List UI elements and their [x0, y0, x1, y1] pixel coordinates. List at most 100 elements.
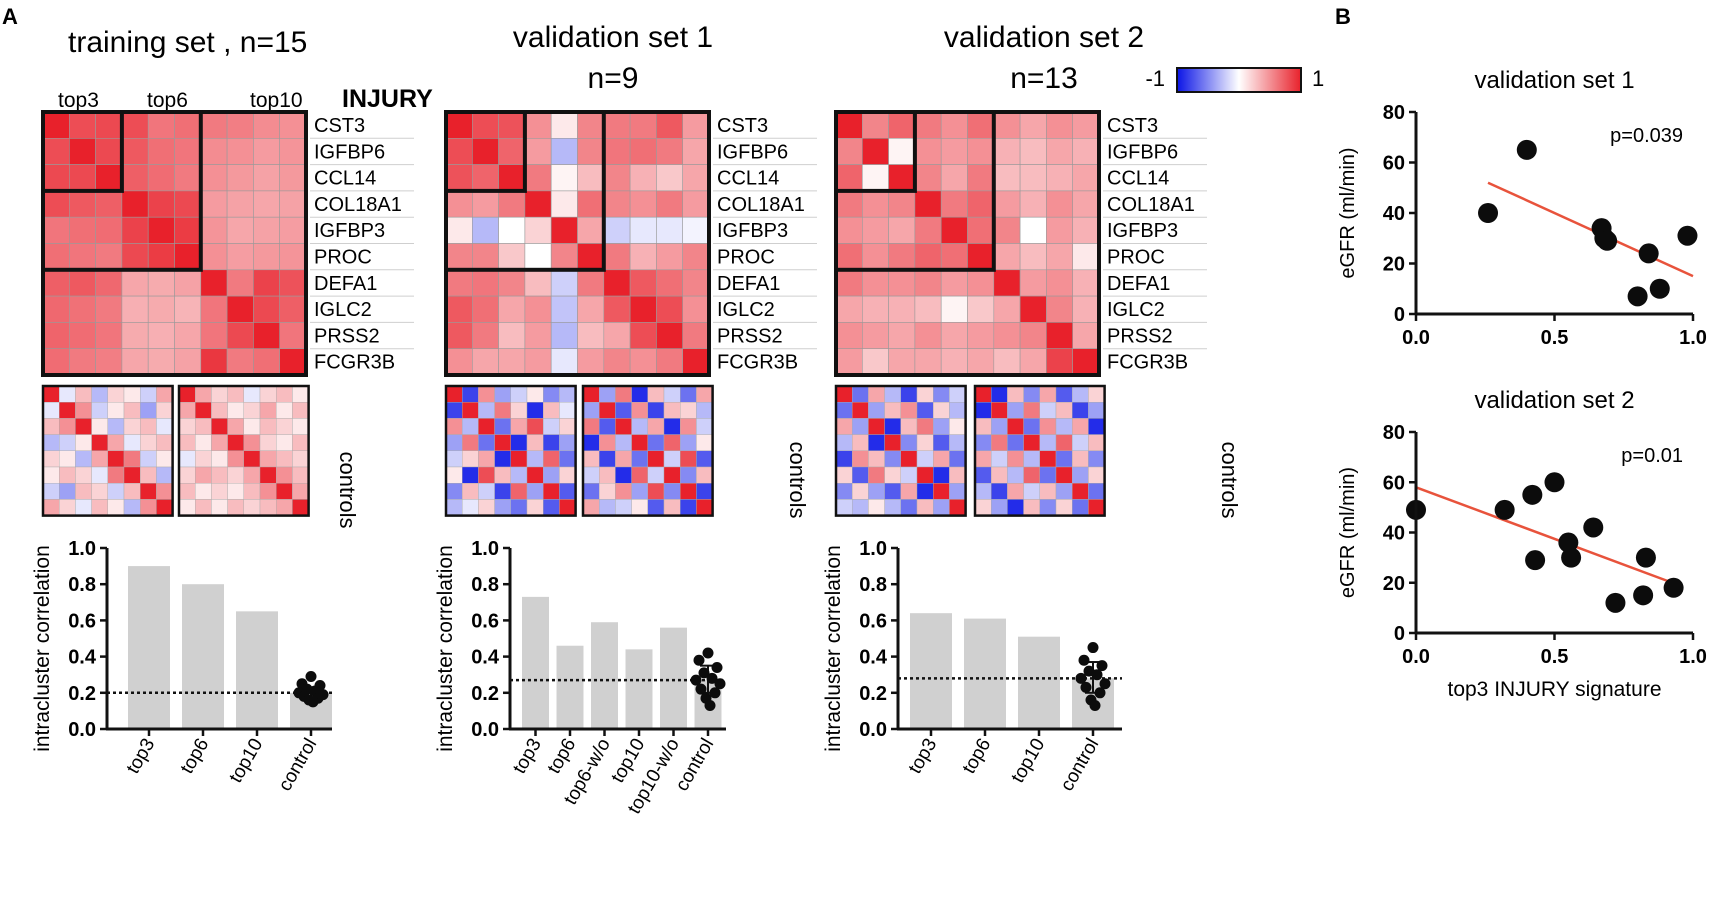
heatmap-cell	[279, 216, 307, 244]
control-heatmap-cell	[615, 499, 632, 516]
heatmap-cell	[993, 348, 1021, 376]
control-heatmap-cell	[478, 466, 495, 484]
gene-label: DEFA1	[1107, 273, 1170, 295]
control-heatmap-cell	[916, 450, 934, 468]
heatmap-cell	[279, 111, 307, 139]
heatmap-cell	[550, 216, 578, 244]
heatmap-cell	[682, 190, 710, 218]
control-point	[1091, 669, 1103, 681]
gene-label: PRSS2	[717, 325, 783, 347]
heatmap-cell	[279, 190, 307, 218]
control-heatmap-cell	[615, 418, 632, 435]
heatmap-cell	[445, 269, 473, 297]
heatmap-cell	[498, 111, 526, 139]
control-heatmap-cell	[852, 402, 869, 419]
heatmap-cell	[524, 243, 552, 271]
control-heatmap-cell	[680, 483, 697, 500]
control-heatmap-cell	[1039, 434, 1057, 452]
heatmap-cell	[967, 269, 995, 297]
gene-label: PRSS2	[1107, 325, 1173, 347]
control-heatmap-cell	[107, 466, 125, 484]
gene-labels: CST3 IGFBP6 CCL14 COL18A1 IGFBP3 PROC DEFA1 IGL…	[310, 115, 414, 374]
heatmap-cell	[888, 295, 916, 323]
control-heatmap-cell	[991, 402, 1008, 419]
heatmap-cell	[577, 295, 605, 323]
y-axis-label: intracluster correlation	[822, 545, 845, 752]
heatmap-cell	[200, 348, 228, 376]
control-heatmap-cell	[526, 418, 544, 435]
control-heatmap-cell	[510, 418, 528, 435]
control-heatmap-cell	[868, 402, 885, 419]
control-heatmap-cell	[211, 385, 228, 403]
control-heatmap-cell	[933, 434, 950, 452]
heatmap-cell	[69, 216, 96, 244]
control-heatmap-cell	[1039, 385, 1057, 403]
x-tick-label: 1.0	[1679, 646, 1707, 668]
control-heatmap-cell	[494, 483, 512, 500]
heatmap-cell	[226, 243, 254, 271]
heatmap-cell	[471, 164, 499, 192]
control-heatmap-cell	[933, 466, 950, 484]
control-heatmap-cell	[991, 418, 1008, 435]
heatmap-cell	[1019, 138, 1047, 165]
control-heatmap-cell	[462, 385, 479, 403]
bar-top10	[236, 611, 278, 729]
heatmap-cell	[498, 216, 526, 244]
scatter-title: validation set 1	[1474, 67, 1634, 94]
control-heatmap-cell	[445, 466, 463, 484]
control-heatmap-cell	[139, 402, 157, 419]
control-heatmap-cell	[510, 499, 528, 516]
control-heatmap-cell	[543, 450, 560, 468]
control-heatmap-cell	[647, 499, 665, 516]
heatmap-cell	[1072, 138, 1100, 165]
heatmap-cell	[967, 216, 995, 244]
control-heatmap-cell	[663, 499, 681, 516]
heatmap-cell	[174, 295, 202, 323]
data-point	[1677, 225, 1698, 246]
control-heatmap-cell	[123, 466, 141, 484]
control-heatmap-cell	[543, 385, 560, 403]
control-heatmap-cell	[1088, 450, 1105, 468]
heatmap-cell	[253, 295, 280, 323]
control-heatmap-cell	[75, 483, 92, 500]
control-heatmap-cell	[647, 450, 665, 468]
heatmap-cell	[471, 322, 499, 349]
heatmap-cell	[629, 295, 657, 323]
control-heatmap-cell	[599, 483, 616, 500]
control-heatmap-cell	[91, 499, 108, 516]
control-heatmap-cell	[631, 450, 648, 468]
control-heatmap-cell	[1055, 450, 1073, 468]
heatmap-cell	[967, 138, 995, 165]
control-heatmap-cell	[1007, 402, 1024, 419]
control-heatmap-cell	[647, 434, 665, 452]
control-heatmap-cell	[1088, 402, 1105, 419]
heatmap-cell	[147, 138, 175, 165]
control-point	[690, 674, 702, 686]
heatmap-cell	[1046, 348, 1074, 376]
control-heatmap-cell	[75, 418, 92, 435]
control-heatmap-cell	[243, 483, 261, 500]
control-heatmap-cell	[91, 483, 108, 500]
heatmap-cell	[69, 190, 96, 218]
gene-label: FCGR3B	[1107, 352, 1188, 374]
control-heatmap-cell	[835, 483, 853, 500]
control-heatmap-cell	[991, 499, 1008, 516]
control-heatmap-cell	[696, 450, 713, 468]
correlation-heatmap	[444, 110, 711, 377]
heatmap-cell	[682, 111, 710, 139]
controls-label: controls	[1217, 441, 1242, 518]
control-heatmap-cell	[42, 434, 60, 452]
control-heatmap-cell	[292, 499, 309, 516]
control-heatmap-cell	[462, 418, 479, 435]
scatter-validation-1: validation set 1 p=0.039 0 20 40 60 80 0.0 0.5 1.…	[1337, 67, 1707, 349]
data-point	[1525, 550, 1546, 571]
heatmap-cell	[524, 164, 552, 192]
heatmap-cell	[603, 348, 631, 376]
control-heatmap-cell	[259, 499, 277, 516]
heatmap-cell	[940, 138, 968, 165]
control-heatmap-cell	[631, 499, 648, 516]
control-heatmap-cell	[631, 402, 648, 419]
y-tick-label: 0.0	[68, 719, 96, 741]
control-heatmap-cell	[852, 466, 869, 484]
intracluster-bar-chart: top3 top6 top10 control 0.0 0.2 0.4 0.6 0.8 1.0 in…	[822, 538, 1122, 795]
